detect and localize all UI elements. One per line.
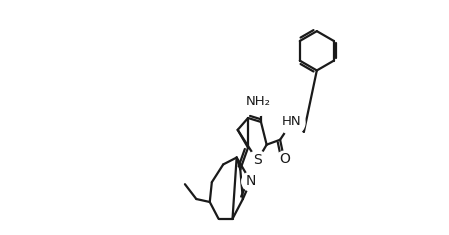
Text: NH₂: NH₂ bbox=[246, 94, 271, 108]
Text: S: S bbox=[253, 153, 262, 168]
Text: N: N bbox=[246, 174, 256, 188]
Text: HN: HN bbox=[282, 115, 302, 129]
Text: O: O bbox=[279, 153, 290, 167]
